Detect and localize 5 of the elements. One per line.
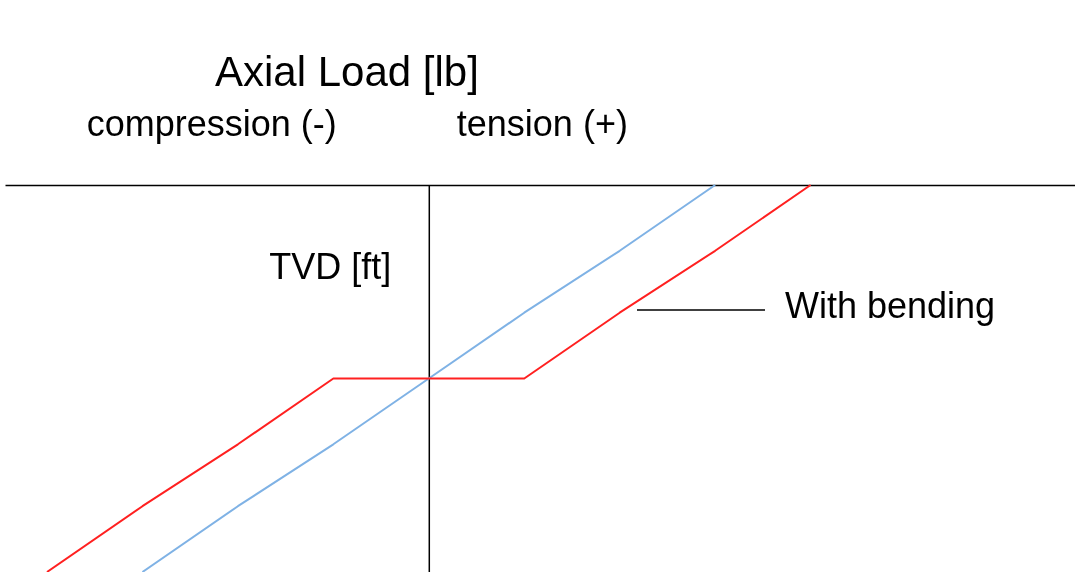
series-label: With bending (785, 285, 996, 326)
text: compression (-) (86, 103, 337, 144)
chart-title: Axial Load [lb] (215, 48, 479, 95)
y-axis-title: TVD [ft] (269, 245, 392, 287)
text: tension (+) (456, 103, 628, 144)
